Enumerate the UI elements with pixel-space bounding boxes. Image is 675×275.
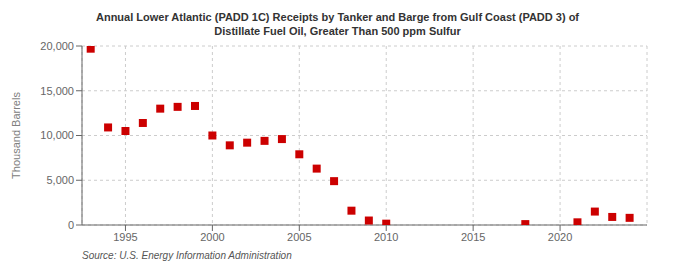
- svg-text:5,000: 5,000: [46, 174, 74, 186]
- svg-text:15,000: 15,000: [40, 85, 74, 97]
- html-text:Distillate Fuel Oil, Greater T: Distillate Fuel Oil, Greater Than 500 pp…: [214, 25, 461, 37]
- svg-text:Thousand Barrels: Thousand Barrels: [10, 92, 22, 179]
- html-text:Source: U.S. Energy Informatio: Source: U.S. Energy Information Administ…: [82, 250, 292, 261]
- svg-text:1995: 1995: [113, 231, 137, 243]
- html-text:Annual Lower Atlantic (PADD 1C: Annual Lower Atlantic (PADD 1C) Receipts…: [96, 11, 579, 23]
- svg-text:2010: 2010: [374, 231, 398, 243]
- svg-text:10,000: 10,000: [40, 129, 74, 141]
- svg-text:2015: 2015: [461, 231, 485, 243]
- svg-text:0: 0: [68, 219, 74, 231]
- svg-text:2000: 2000: [200, 231, 224, 243]
- svg-text:2005: 2005: [287, 231, 311, 243]
- svg-text:20,000: 20,000: [40, 40, 74, 52]
- svg-text:2020: 2020: [548, 231, 572, 243]
